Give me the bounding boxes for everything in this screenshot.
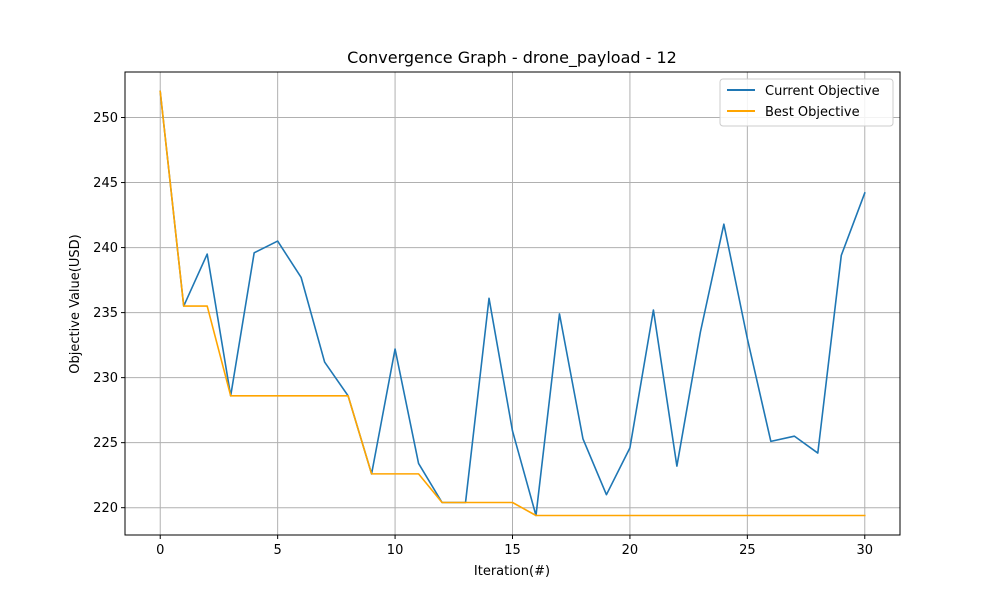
y-tick-label: 220: [93, 501, 118, 516]
chart-title: Convergence Graph - drone_payload - 12: [347, 48, 677, 68]
legend: Current Objective Best Objective: [719, 78, 894, 127]
x-tick-label: 10: [387, 543, 404, 558]
series-layer: [159, 90, 866, 517]
y-tick-label: 230: [93, 371, 118, 386]
x-tick-label: 15: [504, 543, 521, 558]
grid-lines: [125, 72, 900, 535]
y-tick-label: 245: [93, 176, 118, 191]
current-objective-line: [159, 90, 866, 517]
y-tick-label: 250: [93, 111, 118, 126]
x-tick-label: 20: [622, 543, 639, 558]
y-tick-label: 235: [93, 306, 118, 321]
x-tick-label: 0: [156, 543, 164, 558]
best-objective-line: [159, 90, 866, 517]
x-axis: 0 5 10 15 20 25 30: [156, 535, 873, 558]
legend-label-current: Current Objective: [765, 84, 880, 99]
legend-box: [719, 78, 894, 127]
x-axis-label: Iteration(#): [474, 564, 550, 579]
y-tick-label: 225: [93, 436, 118, 451]
x-tick-label: 25: [739, 543, 756, 558]
x-tick-label: 30: [856, 543, 873, 558]
legend-label-best: Best Objective: [765, 105, 860, 120]
y-axis: 220 225 230 235 240 245 250: [93, 111, 125, 516]
y-axis-label: Objective Value(USD): [68, 234, 83, 373]
x-tick-label: 5: [274, 543, 282, 558]
y-tick-label: 240: [93, 241, 118, 256]
